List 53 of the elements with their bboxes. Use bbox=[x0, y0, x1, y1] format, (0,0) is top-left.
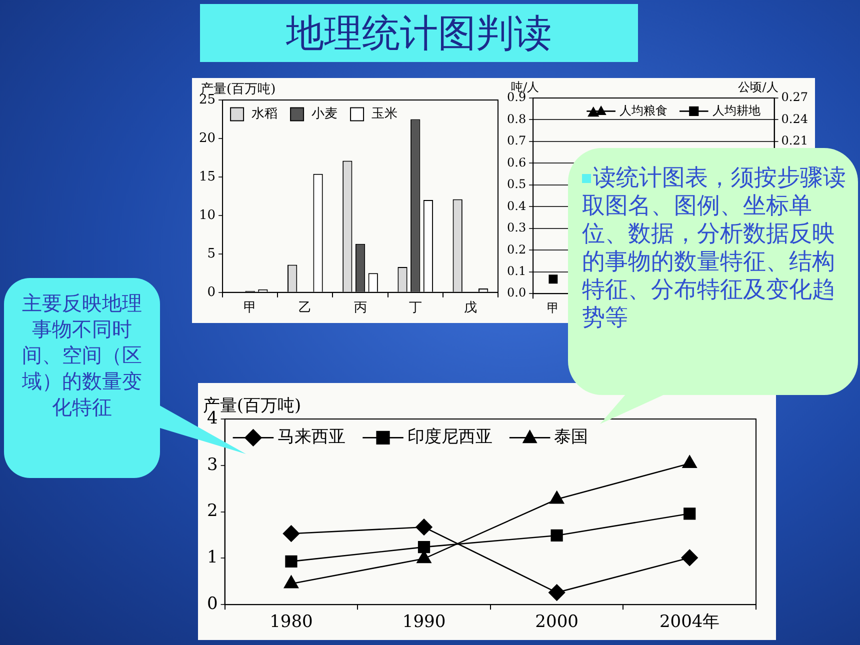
y-tick-label: 0.6 bbox=[506, 155, 526, 170]
legend-label: 玉米 bbox=[372, 106, 398, 122]
y2-axis-title: 公顷/人 bbox=[738, 80, 778, 94]
point bbox=[684, 508, 696, 520]
point bbox=[550, 529, 563, 542]
x-tick-label: 1990 bbox=[402, 612, 446, 632]
annotation: 读统计图表，须按步骤读取图名、图例、坐标单位、数据，分析数据反映的事物的数量特征、结构特征、分布特征及变化趋势等 bbox=[568, 148, 858, 395]
y-tick-label: 2 bbox=[206, 501, 218, 522]
x-tick-label: 乙 bbox=[298, 300, 312, 316]
x-tick-label: 2000 bbox=[535, 612, 578, 632]
point bbox=[548, 584, 566, 601]
y-tick-label: 0.8 bbox=[506, 112, 526, 126]
text: 主要反映地理事物不同时间、空间（区域）的数量变化特征 bbox=[4, 278, 160, 478]
y2-tick-label: 0.21 bbox=[781, 134, 808, 148]
legend-label: 人均耕地 bbox=[712, 103, 760, 118]
legend-label: 小麦 bbox=[312, 106, 338, 122]
legend-label: 水稻 bbox=[252, 106, 278, 122]
y-tick-label: 0.2 bbox=[506, 242, 526, 256]
x-tick-label: 甲 bbox=[244, 300, 257, 316]
y-tick-label: 5 bbox=[207, 246, 216, 262]
x-tick-label: 2004年 bbox=[659, 612, 720, 632]
y-tick-label: 10 bbox=[198, 208, 216, 223]
point bbox=[282, 525, 300, 542]
x-tick-label: 戊 bbox=[464, 300, 477, 316]
legend-label: 印度尼西亚 bbox=[407, 427, 492, 448]
y-tick-label: 0.0 bbox=[506, 286, 526, 300]
x-tick-label: 丁 bbox=[408, 300, 422, 316]
y-tick-label: 0.7 bbox=[506, 134, 526, 148]
y2-tick-label: 0.24 bbox=[781, 112, 808, 126]
point bbox=[550, 490, 564, 504]
point bbox=[682, 455, 697, 468]
y-tick-label: 0 bbox=[207, 284, 216, 300]
y-tick-label: 0.3 bbox=[506, 220, 526, 235]
point bbox=[285, 555, 298, 568]
y-tick-label: 0 bbox=[206, 594, 218, 614]
y-tick-label: 20 bbox=[198, 130, 216, 146]
legend-label: 人均粮食 bbox=[619, 103, 668, 118]
y-tick-label: 0.5 bbox=[506, 177, 526, 192]
point bbox=[416, 518, 432, 536]
y-tick-label: 3 bbox=[206, 454, 218, 475]
legend-label: 马来西亚 bbox=[278, 427, 346, 448]
y-tick-label: 1 bbox=[206, 548, 218, 568]
legend-label: 泰国 bbox=[554, 427, 588, 448]
point bbox=[681, 549, 698, 566]
x-tick-label: 丙 bbox=[354, 300, 367, 316]
y-tick-label: 15 bbox=[198, 169, 216, 184]
x-tick-label: 甲 bbox=[547, 300, 560, 315]
x-tick-label: 1980 bbox=[270, 612, 313, 632]
y-tick-label: 0.4 bbox=[506, 198, 526, 213]
point bbox=[418, 541, 430, 554]
text: 地理统计图判读 bbox=[200, 4, 638, 62]
y-tick-label: 0.1 bbox=[506, 264, 526, 278]
y2-tick-label: 0.27 bbox=[781, 90, 808, 104]
